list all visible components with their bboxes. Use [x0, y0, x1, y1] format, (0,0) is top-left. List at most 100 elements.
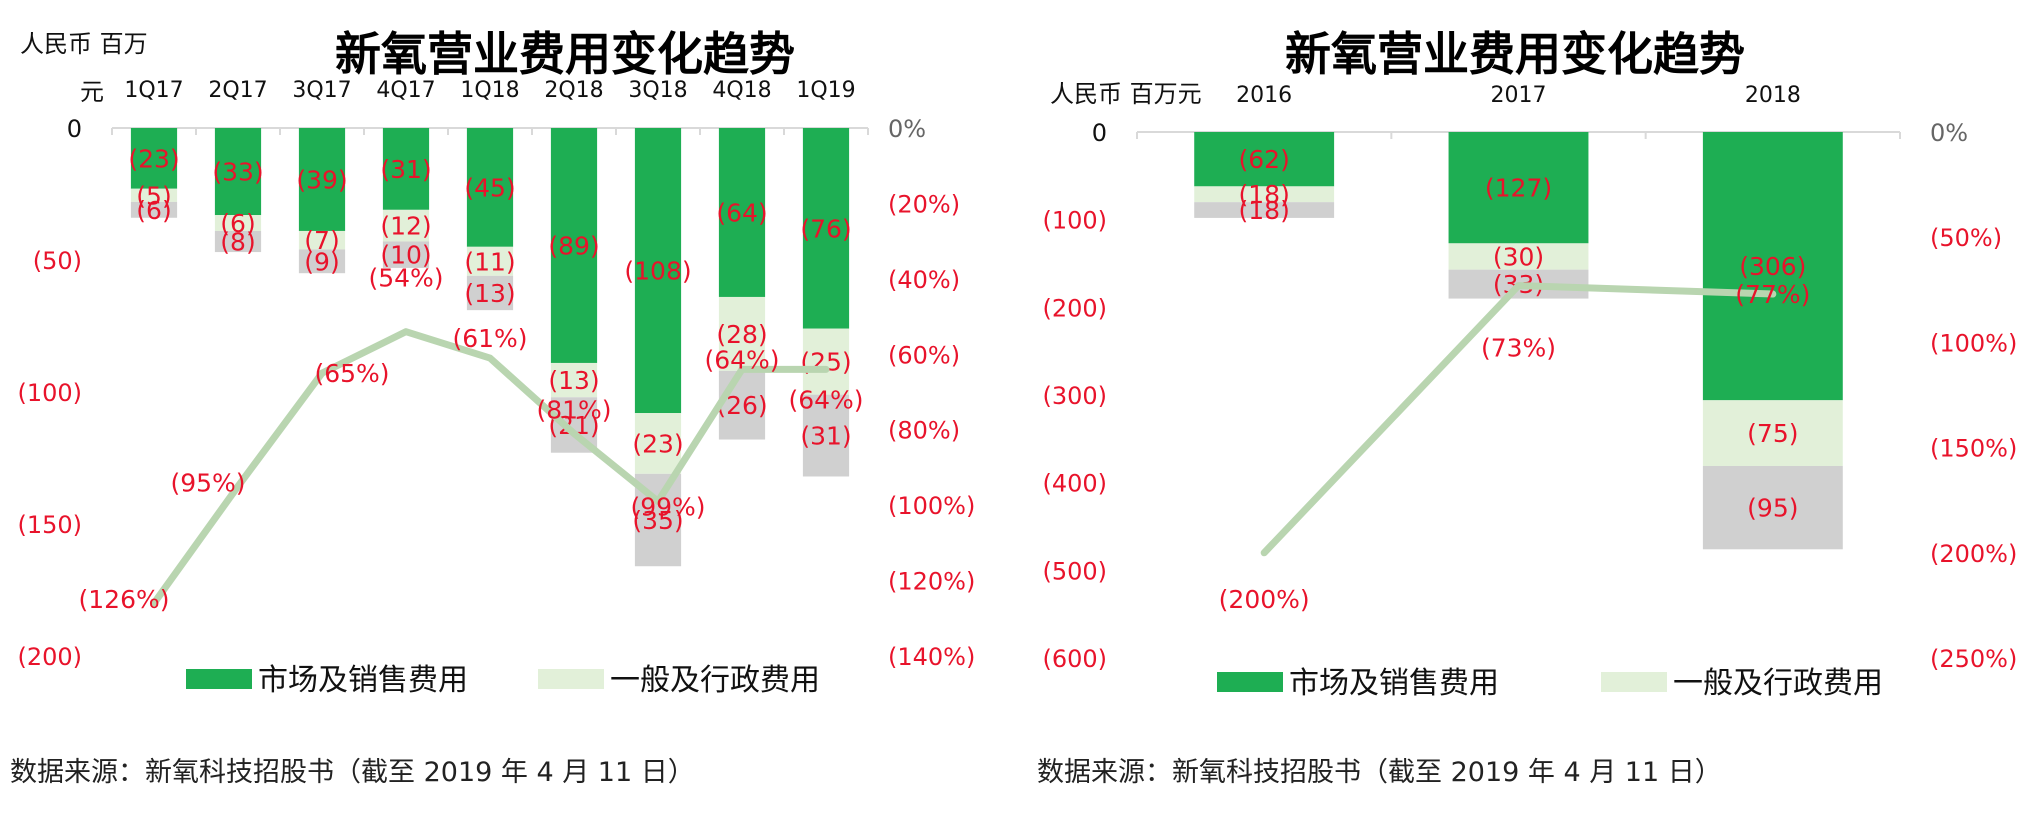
bar-sales — [1194, 132, 1335, 187]
ratio-label: (95%) — [170, 468, 245, 497]
data-label-other: (8) — [220, 228, 255, 257]
bar-other — [1194, 202, 1335, 218]
data-label-sales: (89) — [548, 231, 599, 260]
data-label-other: (95) — [1747, 494, 1798, 523]
legend-swatch-admin — [538, 669, 604, 689]
ratio-line — [150, 328, 830, 607]
y-right-tick-label: (50%) — [1930, 224, 2002, 252]
y-right-tick-label: (120%) — [888, 568, 975, 596]
ratio-label: (126%) — [79, 585, 170, 614]
y-right-tick-label: 0% — [888, 115, 926, 143]
y-right-tick-label: (200%) — [1930, 540, 2017, 568]
ratio-label: (65%) — [314, 359, 389, 388]
bar-admin — [718, 296, 766, 371]
legend-label: 市场及销售费用 — [258, 663, 468, 698]
bar-admin — [382, 209, 430, 242]
x-tick-label: 3Q18 — [628, 78, 687, 103]
ratio-label: (77%) — [1735, 280, 1810, 309]
ratio-line — [1260, 282, 1777, 557]
y-right-tick-label: (150%) — [1930, 435, 2017, 463]
x-tick-label: 2016 — [1236, 83, 1292, 108]
legend-label: 市场及销售费用 — [1289, 666, 1499, 701]
ratio-label: (54%) — [368, 264, 443, 293]
bar-sales — [1702, 132, 1843, 401]
y-left-tick-label: (500) — [1042, 557, 1107, 585]
legend-label: 一般及行政费用 — [1673, 666, 1883, 701]
bar-sales — [466, 128, 514, 247]
bar-other — [1702, 466, 1843, 550]
bar-other — [298, 249, 346, 274]
bar-sales — [634, 128, 682, 414]
bar-sales — [214, 128, 262, 216]
data-label-sales: (108) — [624, 257, 691, 286]
data-label-admin: (75) — [1747, 419, 1798, 448]
bar-other — [382, 241, 430, 268]
y-left-tick-label: (400) — [1042, 470, 1107, 498]
y-right-tick-label: (100%) — [888, 492, 975, 520]
y-left-tick-label: 0 — [1092, 119, 1107, 147]
bar-admin — [130, 188, 178, 202]
bar-sales — [802, 128, 850, 329]
x-tick-label: 1Q19 — [796, 78, 855, 103]
y-right-tick-label: (250%) — [1930, 645, 2017, 673]
data-label-other: (35) — [632, 506, 683, 535]
data-label-sales: (64) — [716, 198, 767, 227]
data-label-sales: (127) — [1485, 174, 1552, 203]
y-right-tick-label: 0% — [1930, 119, 1968, 147]
y-left-tick-label: (50) — [33, 247, 82, 275]
x-tick-label: 1Q17 — [124, 78, 183, 103]
y-left-tick-label: (200) — [17, 643, 82, 671]
data-label-other: (6) — [136, 196, 171, 225]
data-label-admin: (12) — [380, 212, 431, 241]
data-label-other: (18) — [1239, 196, 1290, 225]
y-left-tick-label: (600) — [1042, 645, 1107, 673]
x-tick-label: 4Q17 — [376, 78, 435, 103]
bar-other — [130, 201, 178, 218]
x-tick-label: 2Q17 — [208, 78, 267, 103]
y-right-tick-label: (80%) — [888, 417, 960, 445]
left-chart-panel: 新氧营业费用变化趋势 人民币 百万元 1Q17 2Q17 3Q17 4Q17 1Q18 2Q1… — [10, 27, 975, 788]
data-label-admin: (7) — [304, 226, 339, 255]
chart-title: 新氧营业费用变化趋势 — [335, 27, 795, 81]
data-label-admin: (18) — [1239, 180, 1290, 209]
bar-admin — [214, 215, 262, 231]
x-tick-label: 3Q17 — [292, 78, 351, 103]
data-label-other: (10) — [380, 241, 431, 270]
bar-admin — [466, 246, 514, 276]
bar-other — [802, 394, 850, 477]
data-label-sales: (306) — [1739, 252, 1806, 281]
y-right-tick-label: (100%) — [1930, 329, 2017, 357]
bar-admin — [1702, 400, 1843, 467]
bar-admin — [550, 362, 598, 398]
chart-title: 新氧营业费用变化趋势 — [1285, 27, 1745, 81]
unit-label: 人民币 百万元 — [1050, 80, 1202, 108]
y-right-tick-label: (140%) — [888, 643, 975, 671]
legend-swatch-admin — [1601, 672, 1667, 692]
data-label-admin: (6) — [220, 209, 255, 238]
data-label-admin: (11) — [464, 247, 515, 276]
source-note: 数据来源：新氧科技招股书（截至 2019 年 4 月 11 日） — [10, 757, 695, 788]
y-left-tick-label: (100) — [17, 379, 82, 407]
bar-other — [214, 230, 262, 253]
right-chart-panel: 新氧营业费用变化趋势 人民币 百万元 2016 2017 2018 0 (100) (200)… — [1015, 0, 2030, 818]
y-right-tick-label: (40%) — [888, 266, 960, 294]
ratio-label: (200%) — [1219, 585, 1310, 614]
data-label-other: (13) — [464, 279, 515, 308]
ratio-label: (99%) — [630, 492, 705, 521]
data-label-admin: (5) — [136, 181, 171, 210]
data-label-other: (31) — [800, 422, 851, 451]
y-right-tick-label: (20%) — [888, 190, 960, 218]
y-right-tick-label: (60%) — [888, 341, 960, 369]
source-note: 数据来源：新氧科技招股书（截至 2019 年 4 月 11 日） — [1037, 757, 1722, 788]
quarterly-operating-expense-chart: 新氧营业费用变化趋势 人民币 百万元 1Q17 2Q17 3Q17 4Q17 1Q18 2Q1… — [17, 27, 975, 698]
bar-sales — [130, 128, 178, 189]
data-label-other: (9) — [304, 247, 339, 276]
x-tick-label: 1Q18 — [460, 78, 519, 103]
y-left-tick-label: (300) — [1042, 382, 1107, 410]
x-tick-label: 2017 — [1491, 83, 1547, 108]
data-label-admin: (13) — [548, 366, 599, 395]
bar-other — [718, 370, 766, 440]
data-label-sales: (33) — [212, 158, 263, 187]
bar-admin — [802, 328, 850, 395]
ratio-label: (61%) — [452, 324, 527, 353]
